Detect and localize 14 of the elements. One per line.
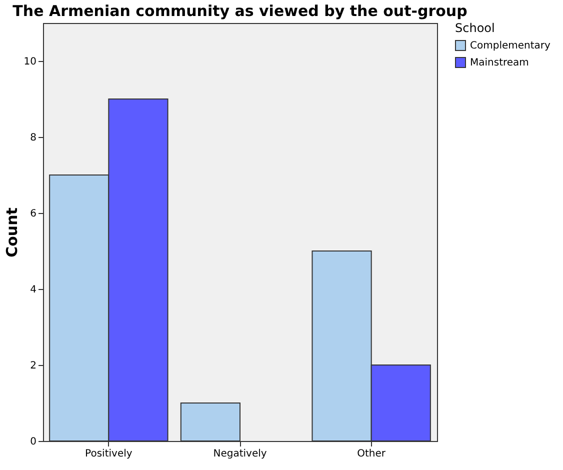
legend-label: Complementary: [470, 40, 551, 52]
legend-label: Mainstream: [470, 58, 529, 68]
y-tick-label: 0: [30, 436, 36, 448]
x-tick-label: Positively: [85, 448, 132, 460]
y-tick-label: 2: [30, 360, 36, 372]
x-tick-label: Other: [357, 448, 386, 460]
chart-title: The Armenian community as viewed by the out-group: [12, 2, 468, 20]
x-tick-label: Negatively: [213, 448, 267, 460]
legend-title: School: [455, 21, 495, 35]
y-tick-label: 4: [30, 284, 36, 296]
y-tick-label: 6: [30, 208, 36, 220]
y-tick-label: 10: [24, 56, 36, 68]
y-tick-label: 8: [30, 132, 36, 144]
y-axis-title: Count: [2, 208, 21, 258]
